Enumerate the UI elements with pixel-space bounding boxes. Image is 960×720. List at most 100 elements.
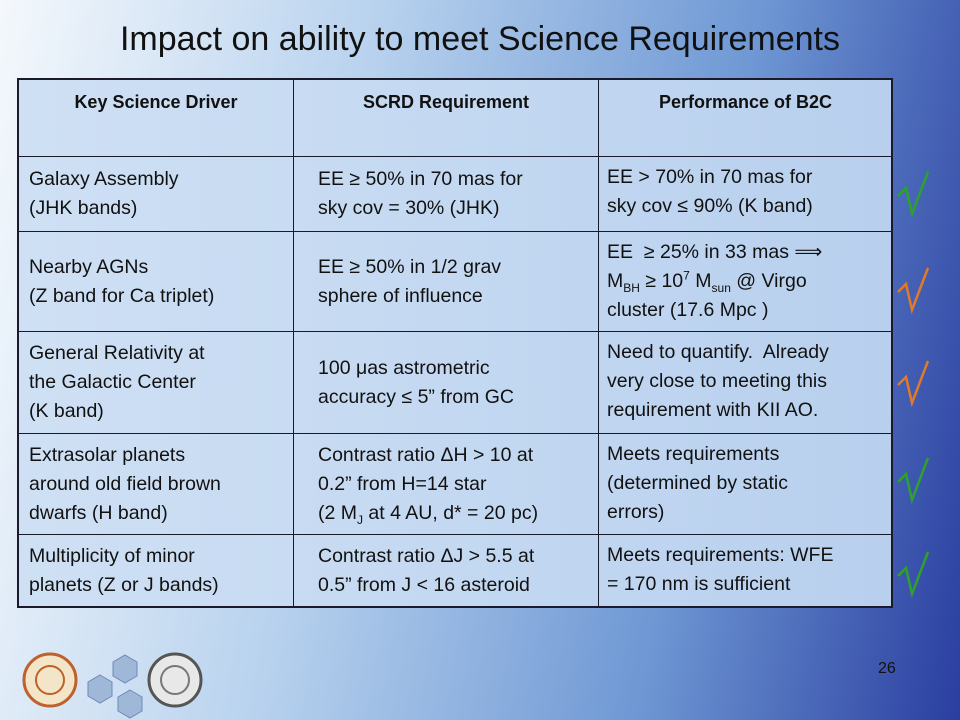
check-marks bbox=[897, 171, 930, 599]
logos bbox=[22, 652, 203, 719]
cell-line: around old field brown bbox=[29, 470, 293, 499]
text-run: (Z band for Ca triplet) bbox=[29, 284, 215, 307]
cell-line: General Relativity at bbox=[29, 339, 293, 368]
cell-line: 100 μas astrometric bbox=[318, 354, 598, 383]
table-cell: Meets requirements (determined by static e… bbox=[599, 434, 893, 535]
cell-line: dwarfs (H band) bbox=[29, 499, 293, 528]
cell-line: cluster (17.6 Mpc ) bbox=[607, 296, 892, 325]
table-cell: EE ≥ 50% in 70 mas for sky cov = 30% (JHK… bbox=[294, 157, 599, 232]
text-run: the Galactic Center bbox=[29, 371, 196, 393]
cell-line: = 170 nm is sufficient bbox=[607, 570, 892, 599]
table-cell: Nearby AGNs (Z band for Ca triplet) bbox=[19, 232, 294, 332]
text-run: Contrast ratio ΔJ > 5.5 at bbox=[318, 545, 535, 567]
logo bbox=[147, 652, 203, 708]
cell-line: 0.2” from H=14 star bbox=[318, 470, 598, 499]
table-cell: Galaxy Assembly (JHK bands) bbox=[19, 157, 294, 232]
table-cell: Contrast ratio ΔJ > 5.5 at 0.5” from J < … bbox=[294, 535, 599, 608]
text-run: dwarfs (H band) bbox=[29, 501, 168, 524]
text-run: EE ≥ 50% in 1/2 grav bbox=[318, 255, 502, 278]
text-run: EE > 70% in 70 mas for bbox=[607, 166, 813, 188]
cell-line: sky cov = 30% (JHK) bbox=[318, 194, 598, 223]
cell-line: EE ≥ 50% in 1/2 grav bbox=[318, 253, 598, 282]
cell-line: the Galactic Center bbox=[29, 368, 293, 397]
cell-line: (K band) bbox=[29, 397, 293, 426]
header-cell: Performance of B2C bbox=[599, 80, 893, 157]
cell-line: EE > 70% in 70 mas for bbox=[607, 163, 892, 192]
text-run: planets (Z or J bands) bbox=[29, 574, 219, 596]
text-run: (JHK bands) bbox=[29, 197, 138, 219]
table-cell: Multiplicity of minor planets (Z or J ban… bbox=[19, 535, 294, 608]
text-run: Need to quantify. Already bbox=[607, 341, 829, 363]
text-run: Meets requirements bbox=[607, 443, 780, 465]
cell-line: (determined by static bbox=[607, 469, 892, 498]
text-run: (K band) bbox=[29, 400, 104, 422]
text-run: Galaxy Assembly bbox=[29, 168, 179, 190]
slide-title: Impact on ability to meet Science Requir… bbox=[119, 20, 840, 58]
table-cell: EE > 70% in 70 mas for sky cov ≤ 90% (K b… bbox=[599, 157, 893, 232]
text-run: 100 μas astrometric bbox=[318, 356, 490, 379]
cell-line: EE ≥ 50% in 70 mas for bbox=[318, 165, 598, 194]
cell-line: errors) bbox=[607, 498, 892, 527]
text-run: sky cov = 30% (JHK) bbox=[318, 197, 500, 219]
text-run: M bbox=[689, 270, 712, 292]
cell-line: sphere of influence bbox=[318, 282, 598, 311]
check-mark bbox=[897, 360, 930, 408]
check-mark bbox=[897, 171, 930, 219]
logo bbox=[160, 665, 190, 695]
cell-line: Galaxy Assembly bbox=[29, 165, 293, 194]
text-run: Nearby AGNs bbox=[29, 255, 149, 278]
table-cell: General Relativity at the Galactic Center… bbox=[19, 332, 294, 434]
text-run: = 170 nm is sufficient bbox=[607, 573, 791, 595]
table-cell: Contrast ratio ΔH > 10 at 0.2” from H=14 … bbox=[294, 434, 599, 535]
page-number: 26 bbox=[878, 660, 896, 677]
cell-line: accuracy ≤ 5” from GC bbox=[318, 383, 598, 412]
cell-line: Contrast ratio ΔJ > 5.5 at bbox=[318, 542, 598, 571]
cell-line: Meets requirements bbox=[607, 440, 892, 469]
text-run: sky cov ≤ 90% (K band) bbox=[607, 195, 813, 217]
text-run: @ Virgo bbox=[730, 270, 807, 292]
cell-line: Contrast ratio ΔH > 10 at bbox=[318, 441, 598, 470]
text-run: 0.2” from H=14 star bbox=[318, 472, 487, 495]
check-mark bbox=[897, 267, 930, 315]
table-cell: EE ≥ 25% in 33 mas ⟹ MBH ≥ 107 Msun @ Vir… bbox=[599, 232, 893, 332]
cell-line: Multiplicity of minor bbox=[29, 542, 293, 571]
text-run: (determined by static bbox=[607, 472, 788, 494]
table-cell: Extrasolar planets around old field brown… bbox=[19, 434, 294, 535]
check-mark bbox=[897, 457, 930, 505]
text-run: Contrast ratio ΔH > 10 at bbox=[318, 443, 534, 466]
cell-line: planets (Z or J bands) bbox=[29, 571, 293, 600]
text-run: Extrasolar planets bbox=[29, 443, 186, 466]
cell-line: (JHK bands) bbox=[29, 194, 293, 223]
cell-line: MBH ≥ 107 Msun @ Virgo bbox=[607, 267, 892, 296]
logo bbox=[35, 665, 65, 695]
header-cell: SCRD Requirement bbox=[294, 80, 599, 157]
cell-line: Extrasolar planets bbox=[29, 441, 293, 470]
table-cell: Meets requirements: WFE = 170 nm is suffi… bbox=[599, 535, 893, 608]
cell-line: Meets requirements: WFE bbox=[607, 541, 892, 570]
text-run: Multiplicity of minor bbox=[29, 545, 195, 567]
text-run: accuracy ≤ 5” from GC bbox=[318, 385, 514, 408]
text-run: M bbox=[607, 270, 624, 292]
subscript: J bbox=[357, 512, 363, 527]
text-run: around old field brown bbox=[29, 472, 221, 495]
table-cell: 100 μas astrometric accuracy ≤ 5” from GC bbox=[294, 332, 599, 434]
superscript: 7 bbox=[683, 268, 690, 283]
table-cell: EE ≥ 50% in 1/2 grav sphere of influence bbox=[294, 232, 599, 332]
text-run: sphere of influence bbox=[318, 284, 483, 307]
text-run: errors) bbox=[607, 501, 665, 523]
subscript: sun bbox=[711, 280, 731, 295]
cell-line: (Z band for Ca triplet) bbox=[29, 282, 293, 311]
text-run: (2 M bbox=[318, 501, 357, 524]
cell-line: 0.5” from J < 16 asteroid bbox=[318, 571, 598, 600]
cell-line: sky cov ≤ 90% (K band) bbox=[607, 192, 892, 221]
text-run: EE ≥ 50% in 70 mas for bbox=[318, 168, 523, 190]
text-run: 0.5” from J < 16 asteroid bbox=[318, 574, 530, 596]
text-run: EE ≥ 25% in 33 mas ⟹ bbox=[607, 241, 823, 263]
text-run: very close to meeting this bbox=[607, 370, 828, 392]
logo bbox=[87, 654, 143, 719]
cell-line: Nearby AGNs bbox=[29, 253, 293, 282]
check-mark bbox=[897, 551, 930, 599]
logo bbox=[22, 652, 78, 708]
